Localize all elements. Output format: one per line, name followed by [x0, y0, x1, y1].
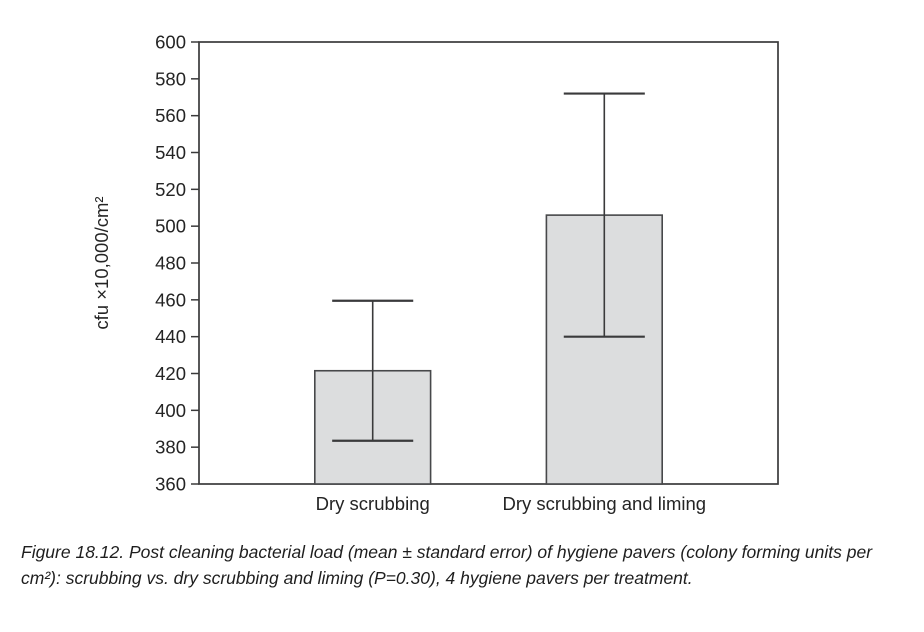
y-tick-label: 560 — [155, 105, 186, 126]
y-tick-label: 580 — [155, 68, 186, 89]
plot-frame — [198, 41, 779, 485]
figure-caption: Figure 18.12. Post cleaning bacterial lo… — [21, 542, 873, 588]
y-tick-label: 460 — [155, 289, 186, 310]
x-category-label: Dry scrubbing — [316, 493, 430, 514]
y-tick-label: 600 — [155, 32, 186, 53]
y-tick-label: 520 — [155, 179, 186, 200]
x-category-label: Dry scrubbing and liming — [503, 493, 707, 514]
y-tick-label: 380 — [155, 437, 186, 458]
y-tick-label: 540 — [155, 142, 186, 163]
y-axis-label: cfu ×10,000/cm² — [91, 196, 112, 329]
y-tick-label: 480 — [155, 253, 186, 274]
y-tick-label: 420 — [155, 363, 186, 384]
y-tick-label: 400 — [155, 400, 186, 421]
bar-chart: 360 380 400 420 440 460 480 500 520 540 560 580 600 c… — [91, 32, 779, 514]
y-tick-label: 440 — [155, 326, 186, 347]
y-tick-label: 360 — [155, 474, 186, 495]
y-tick-label: 500 — [155, 216, 186, 237]
